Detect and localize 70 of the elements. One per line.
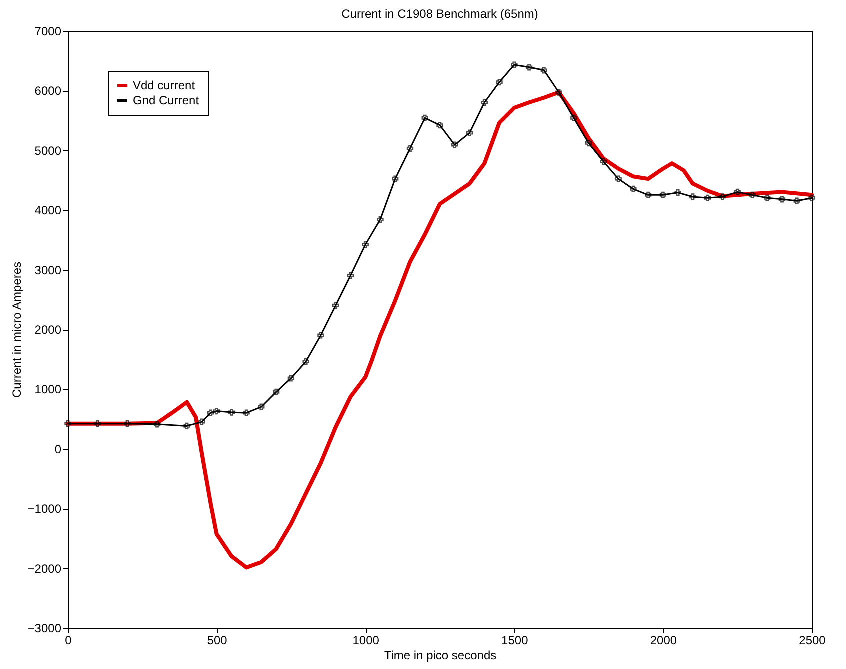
point xyxy=(154,421,161,428)
point xyxy=(258,404,265,410)
point xyxy=(615,176,622,182)
y-tick-label: 3000 xyxy=(34,263,62,278)
point xyxy=(94,420,102,428)
y-tick-label: −3000 xyxy=(28,622,62,636)
point xyxy=(570,114,578,122)
point xyxy=(511,62,518,68)
y-axis-title: Current in micro Amperes xyxy=(10,262,24,398)
point xyxy=(318,332,324,339)
point xyxy=(392,176,399,182)
point xyxy=(213,408,220,415)
point xyxy=(64,420,72,428)
point xyxy=(719,194,726,200)
legend-label: Gnd Current xyxy=(133,94,200,108)
point xyxy=(124,420,131,428)
point xyxy=(436,122,444,129)
point xyxy=(466,130,474,136)
x-tick-label: 0 xyxy=(65,634,72,648)
x-tick-label: 2000 xyxy=(650,634,678,648)
point xyxy=(704,194,712,202)
x-axis-title: Time in pico seconds xyxy=(384,648,497,662)
point xyxy=(452,142,458,148)
point xyxy=(644,192,652,199)
point xyxy=(585,140,592,147)
x-tick-label: 2500 xyxy=(799,634,826,648)
y-tick-label: 2000 xyxy=(34,323,62,337)
point xyxy=(556,89,562,96)
point xyxy=(630,186,637,193)
point xyxy=(764,194,771,202)
x-tick-label: 1500 xyxy=(502,634,529,648)
point xyxy=(794,198,800,204)
point xyxy=(243,410,250,416)
point xyxy=(362,241,369,248)
y-tick-label: −1000 xyxy=(28,502,62,516)
point xyxy=(749,192,756,199)
y-tick-label: 0 xyxy=(54,442,62,456)
point xyxy=(347,272,354,280)
point xyxy=(288,375,295,382)
legend-label: Vdd current xyxy=(133,78,196,92)
point xyxy=(734,188,741,196)
point xyxy=(184,422,190,430)
point xyxy=(377,216,384,223)
point xyxy=(690,194,696,200)
y-tick-label: 1000 xyxy=(34,382,62,397)
point xyxy=(332,302,340,309)
y-tick-label: 6000 xyxy=(34,84,62,98)
chart-title: Current in C1908 Benchmark (65nm) xyxy=(342,7,538,21)
x-tick-label: 1000 xyxy=(352,634,380,648)
y-tick-label: −2000 xyxy=(28,562,62,576)
point xyxy=(496,79,503,86)
point xyxy=(422,114,428,122)
point xyxy=(600,158,608,166)
point xyxy=(302,358,310,366)
point xyxy=(526,64,533,71)
point xyxy=(660,192,667,199)
point xyxy=(208,410,214,416)
point xyxy=(198,418,206,426)
point xyxy=(808,194,816,202)
y-tick-label: 5000 xyxy=(34,144,62,158)
point xyxy=(481,99,488,106)
point xyxy=(406,145,414,152)
x-tick-label: 500 xyxy=(207,634,228,648)
point xyxy=(674,189,682,196)
point xyxy=(228,409,236,416)
y-tick-label: 4000 xyxy=(34,204,62,218)
point xyxy=(540,67,548,74)
point xyxy=(272,388,280,396)
point xyxy=(778,196,786,203)
y-tick-label: 7000 xyxy=(34,24,62,38)
